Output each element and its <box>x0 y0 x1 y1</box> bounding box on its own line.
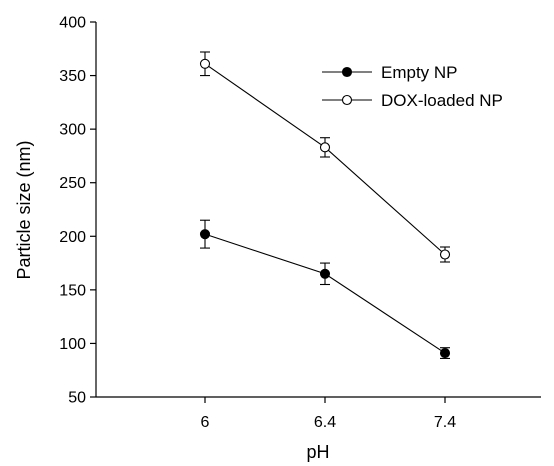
y-tick-label: 100 <box>59 336 86 353</box>
y-tick-label: 50 <box>68 390 86 407</box>
legend-marker <box>341 94 353 106</box>
data-point <box>439 348 451 359</box>
x-tick-label: 7.4 <box>434 414 456 431</box>
legend-item: DOX-loaded NP <box>322 91 503 110</box>
legend-item: Empty NP <box>322 63 458 82</box>
series-1 <box>199 219 451 359</box>
legend-label: Empty NP <box>381 63 458 82</box>
legend: Empty NP DOX-loaded NP <box>322 63 503 110</box>
x-tick-label: 6.4 <box>314 414 336 431</box>
data-point <box>199 229 211 240</box>
y-tick-label: 200 <box>59 229 86 246</box>
x-tick-label: 6 <box>201 414 210 431</box>
series-2 <box>199 51 451 263</box>
x-ticks: 6 6.4 7.4 <box>201 397 456 431</box>
y-tick-label: 350 <box>59 68 86 85</box>
data-point <box>439 249 451 260</box>
data-point <box>319 268 331 279</box>
y-tick-label: 150 <box>59 282 86 299</box>
y-axis-title: Particle size (nm) <box>14 140 34 279</box>
x-axis-title: pH <box>306 442 329 462</box>
series-layer <box>199 51 451 359</box>
axes <box>95 22 541 398</box>
data-point <box>199 58 211 69</box>
y-tick-label: 250 <box>59 175 86 192</box>
legend-marker <box>341 66 353 78</box>
y-ticks: 50 100 150 200 250 300 350 400 <box>59 15 96 407</box>
legend-label: DOX-loaded NP <box>381 91 503 110</box>
y-tick-label: 300 <box>59 122 86 139</box>
data-point <box>319 142 331 153</box>
y-tick-label: 400 <box>59 15 86 32</box>
series-line <box>204 233 446 354</box>
